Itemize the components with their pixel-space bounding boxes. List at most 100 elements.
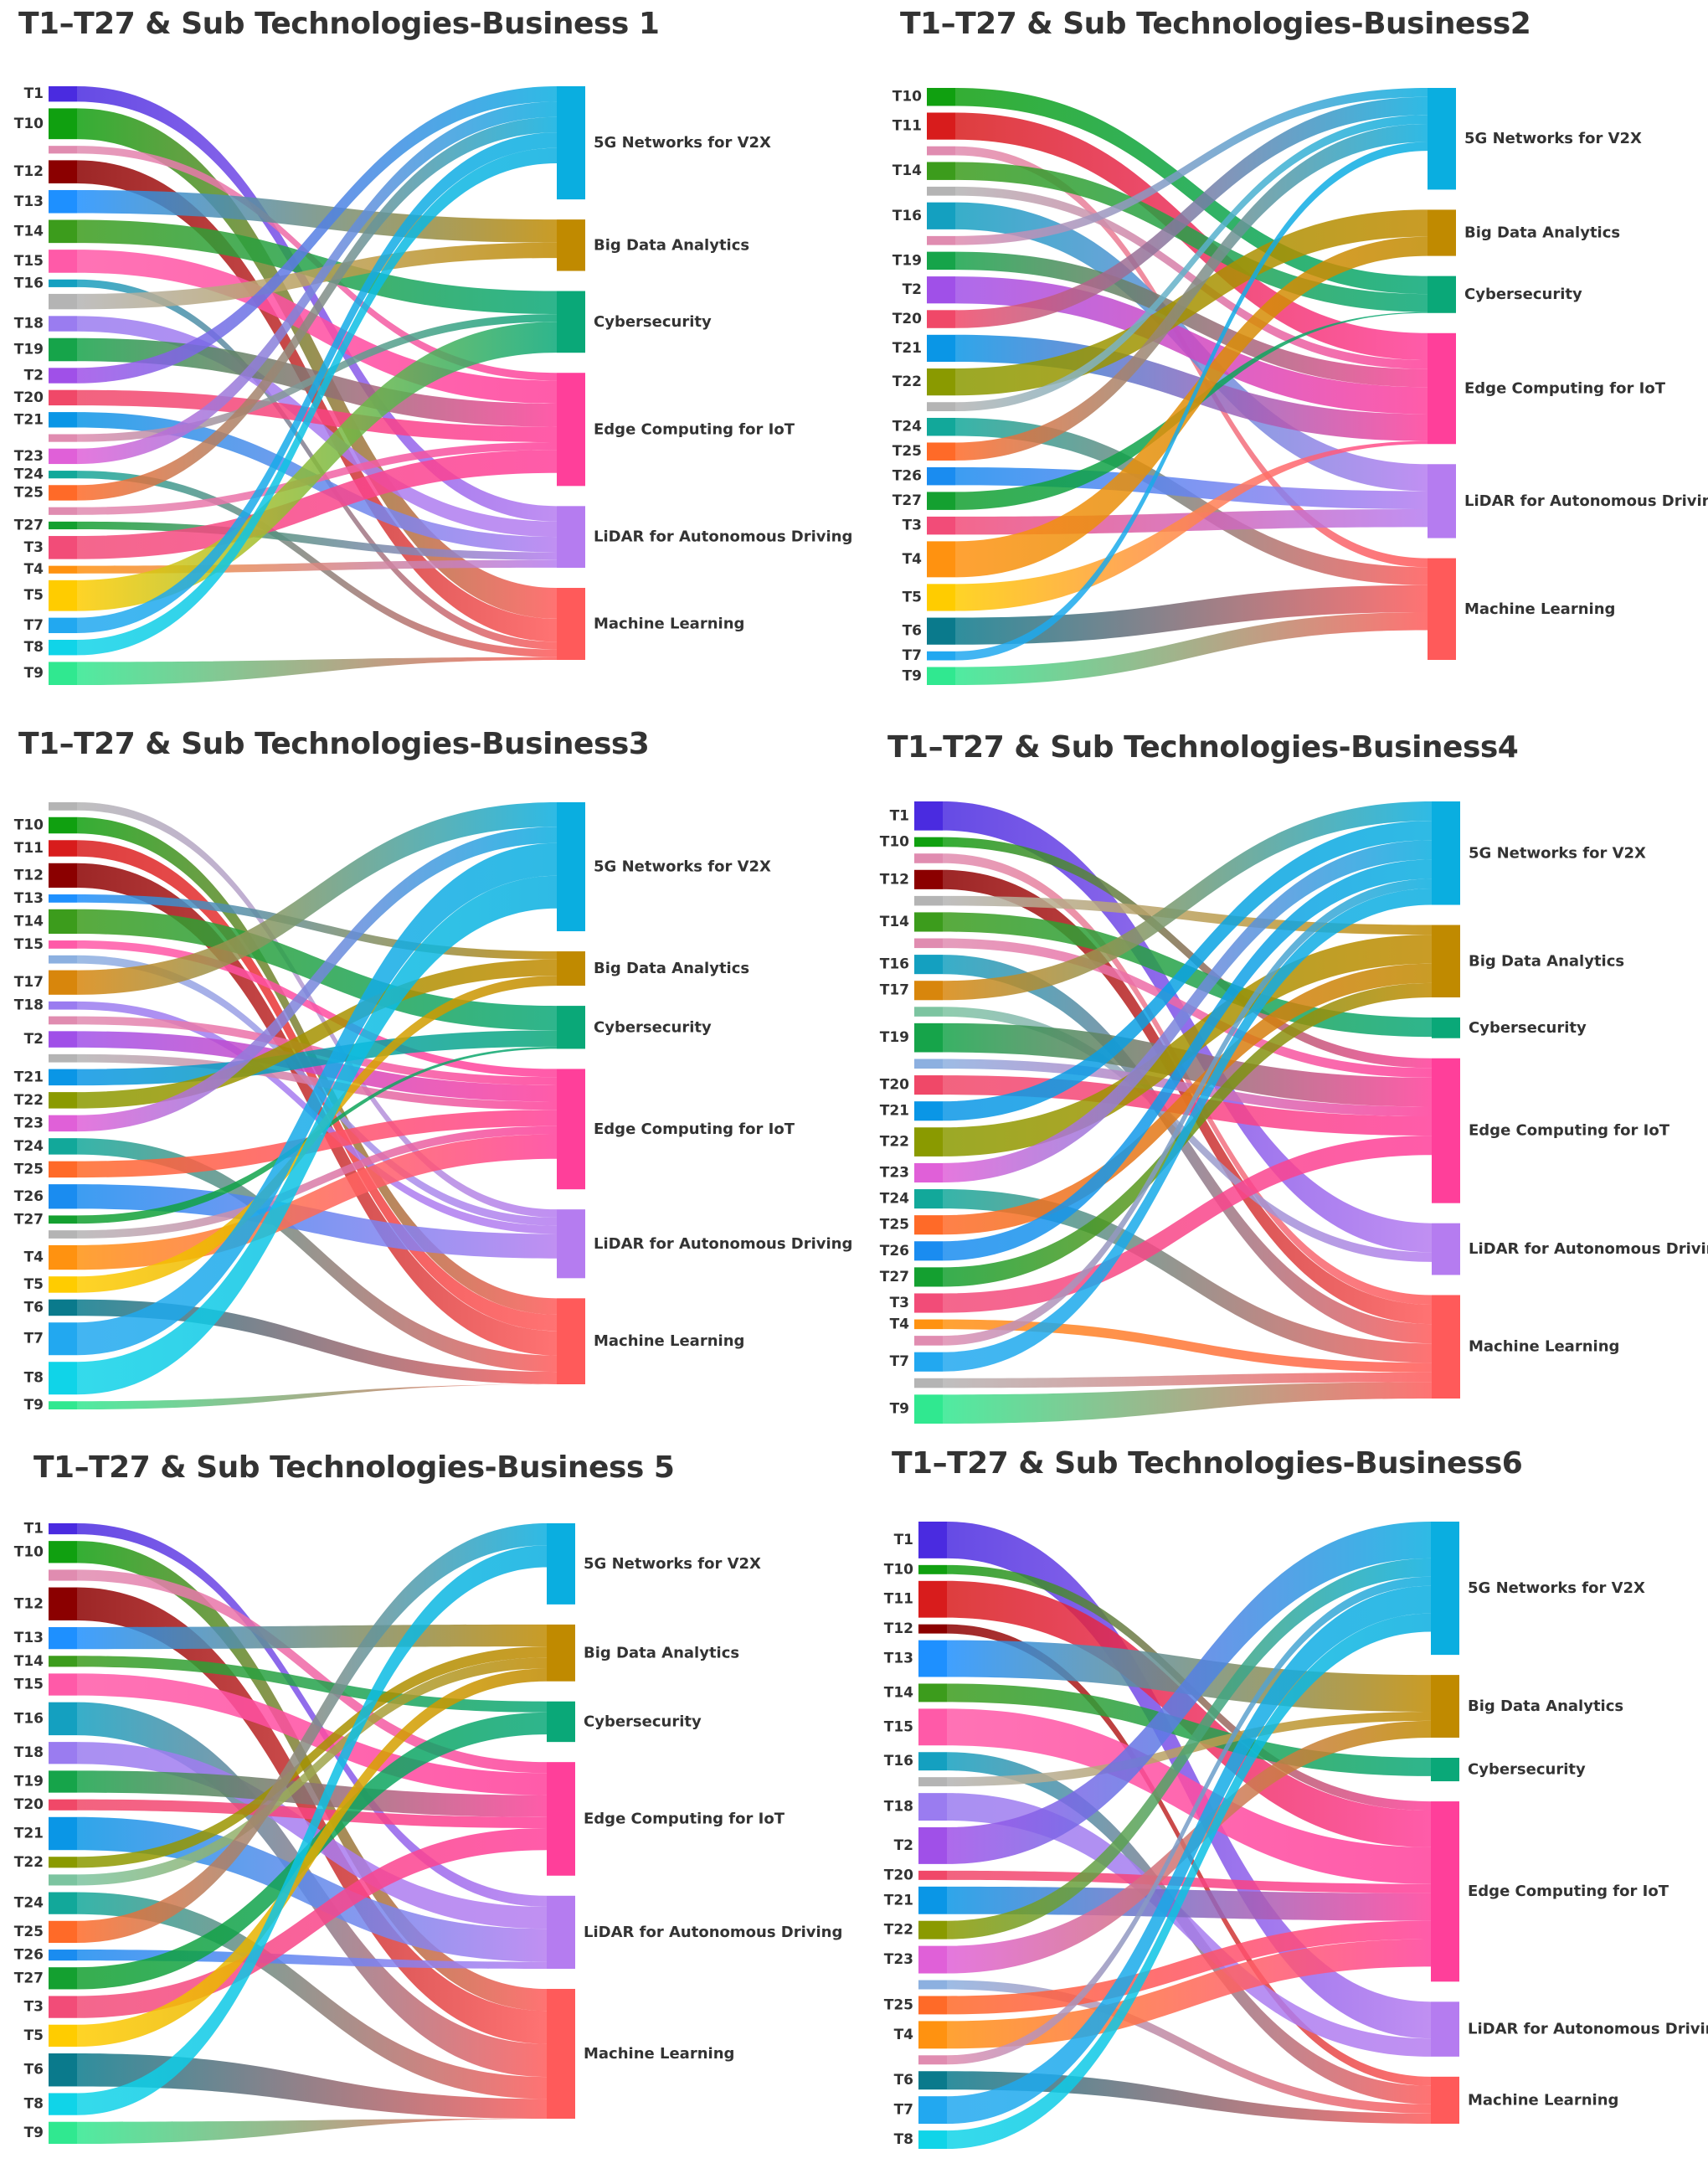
source-label: T3: [24, 539, 44, 556]
source-node-unlabeled: [49, 1016, 77, 1025]
source-label: T23: [884, 1951, 913, 1968]
source-node-t19: [914, 1023, 943, 1053]
source-label: T25: [880, 1217, 909, 1234]
sankey-link-t2-to-5g-networks-for-v2x: [77, 86, 557, 384]
source-node-unlabeled: [914, 1378, 943, 1388]
sankey-link-t9-to-machine-learning: [77, 657, 557, 685]
source-node-t14: [49, 1656, 77, 1667]
source-node-t10: [927, 88, 955, 106]
target-node-machine-learning: [557, 588, 585, 660]
sankey-link-t8-to-5g-networks-for-v2x: [77, 147, 557, 656]
sankey-link-t25-to-edge-computing-for-iot: [947, 1920, 1431, 2015]
source-node-t21: [927, 334, 955, 363]
source-node-t22: [927, 368, 955, 396]
target-label: Big Data Analytics: [594, 236, 749, 254]
source-node-t24: [927, 417, 955, 436]
source-node-t19: [49, 337, 77, 362]
target-label: Big Data Analytics: [1464, 224, 1620, 242]
source-node-t12: [914, 869, 943, 889]
source-node-t1: [918, 1522, 947, 1558]
source-label: T7: [24, 1331, 44, 1347]
sankey-link-t13-to-big-data-analytics: [77, 189, 557, 243]
source-node-t3: [927, 516, 955, 535]
target-label: Big Data Analytics: [584, 1644, 739, 1661]
sankey-link-unlabeled-to-5g-networks-for-v2x: [943, 878, 1432, 1346]
target-node-lidar-for-autonomous-driving: [547, 1895, 575, 1969]
source-node-unlabeled: [914, 1007, 943, 1017]
source-node-t2: [49, 368, 77, 384]
source-node-unlabeled: [918, 1980, 947, 1990]
source-label: T18: [14, 316, 44, 332]
target-node-edge-computing-for-iot: [1432, 1058, 1460, 1203]
target-label: LiDAR for Autonomous Driving: [1468, 2021, 1708, 2038]
source-node-t21: [49, 1069, 77, 1086]
source-node-unlabeled: [49, 146, 77, 154]
source-label: T26: [14, 1188, 44, 1205]
sankey-link-unlabeled-to-big-data-analytics: [943, 895, 1432, 935]
sankey-links: [77, 86, 557, 685]
source-node-t13: [49, 894, 77, 903]
source-node-t27: [49, 521, 77, 530]
sankey-link-t21-to-cybersecurity: [77, 1030, 557, 1086]
source-node-t26: [49, 1950, 77, 1961]
target-node-machine-learning: [557, 1298, 585, 1384]
chart-title: T1–T27 & Sub Technologies-Business3: [18, 727, 650, 761]
source-node-t7: [49, 617, 77, 634]
source-node-t11: [49, 840, 77, 857]
sankey-link-t24-to-machine-learning: [77, 1138, 557, 1373]
source-node-t23: [49, 448, 77, 465]
source-label: T16: [884, 1753, 913, 1769]
sankey-link-unlabeled-to-edge-computing-for-iot: [955, 186, 1428, 369]
target-label: Big Data Analytics: [1468, 1697, 1623, 1715]
source-label: T6: [24, 2062, 44, 2079]
source-node-t25: [914, 1215, 943, 1235]
target-label: 5G Networks for V2X: [1469, 844, 1646, 862]
source-node-t12: [49, 863, 77, 889]
source-label: T11: [893, 118, 922, 135]
source-node-t16: [927, 202, 955, 229]
target-node-edge-computing-for-iot: [547, 1762, 575, 1876]
target-node-big-data-analytics: [1431, 1675, 1459, 1738]
target-label: LiDAR for Autonomous Driving: [594, 1235, 852, 1253]
source-node-t1: [49, 86, 77, 102]
source-node-t25: [49, 485, 77, 501]
sankey-links: [947, 1522, 1431, 2149]
source-label: T2: [24, 368, 44, 384]
sankey-link-t1-to-lidar-for-autonomous-driving: [943, 801, 1432, 1253]
target-node-big-data-analytics: [557, 219, 585, 271]
source-label: T20: [884, 1867, 913, 1883]
source-node-unlabeled: [49, 1569, 77, 1581]
source-node-t22: [49, 1092, 77, 1109]
source-label: T10: [14, 817, 44, 834]
target-node-machine-learning: [1428, 558, 1456, 660]
source-node-t12: [49, 160, 77, 183]
source-node-unlabeled: [927, 402, 955, 411]
target-node-big-data-analytics: [1428, 209, 1456, 256]
source-label: T17: [14, 974, 44, 991]
source-node-t5: [49, 2024, 77, 2048]
source-node-t9: [49, 662, 77, 685]
sankey-link-t4-to-edge-computing-for-iot: [77, 1134, 557, 1270]
target-node-edge-computing-for-iot: [557, 373, 585, 487]
source-node-t24: [49, 1138, 77, 1155]
source-label: T26: [880, 1243, 909, 1259]
source-node-t4: [918, 2021, 947, 2049]
source-node-t16: [49, 1702, 77, 1736]
target-label: 5G Networks for V2X: [1464, 130, 1642, 147]
sankey-link-t22-to-big-data-analytics: [943, 935, 1432, 1156]
source-node-unlabeled: [918, 1777, 947, 1787]
source-node-t8: [49, 2093, 77, 2115]
sankey-link-t4-to-edge-computing-for-iot: [947, 1939, 1431, 2049]
source-node-t1: [49, 1523, 77, 1535]
source-node-t15: [49, 1673, 77, 1696]
sankey-link-unlabeled-to-5g-networks-for-v2x: [955, 88, 1428, 245]
sankey-link-unlabeled-to-edge-computing-for-iot: [77, 1053, 557, 1110]
source-label: T14: [884, 1684, 913, 1701]
target-label: LiDAR for Autonomous Driving: [594, 528, 852, 546]
sankey-link-t9-to-machine-learning: [77, 2119, 547, 2144]
source-label: T23: [14, 448, 44, 465]
source-node-t21: [49, 412, 77, 428]
sankey-links: [943, 801, 1432, 1424]
sankey-link-t20-to-edge-computing-for-iot: [77, 1799, 547, 1828]
source-node-unlabeled: [49, 434, 77, 442]
